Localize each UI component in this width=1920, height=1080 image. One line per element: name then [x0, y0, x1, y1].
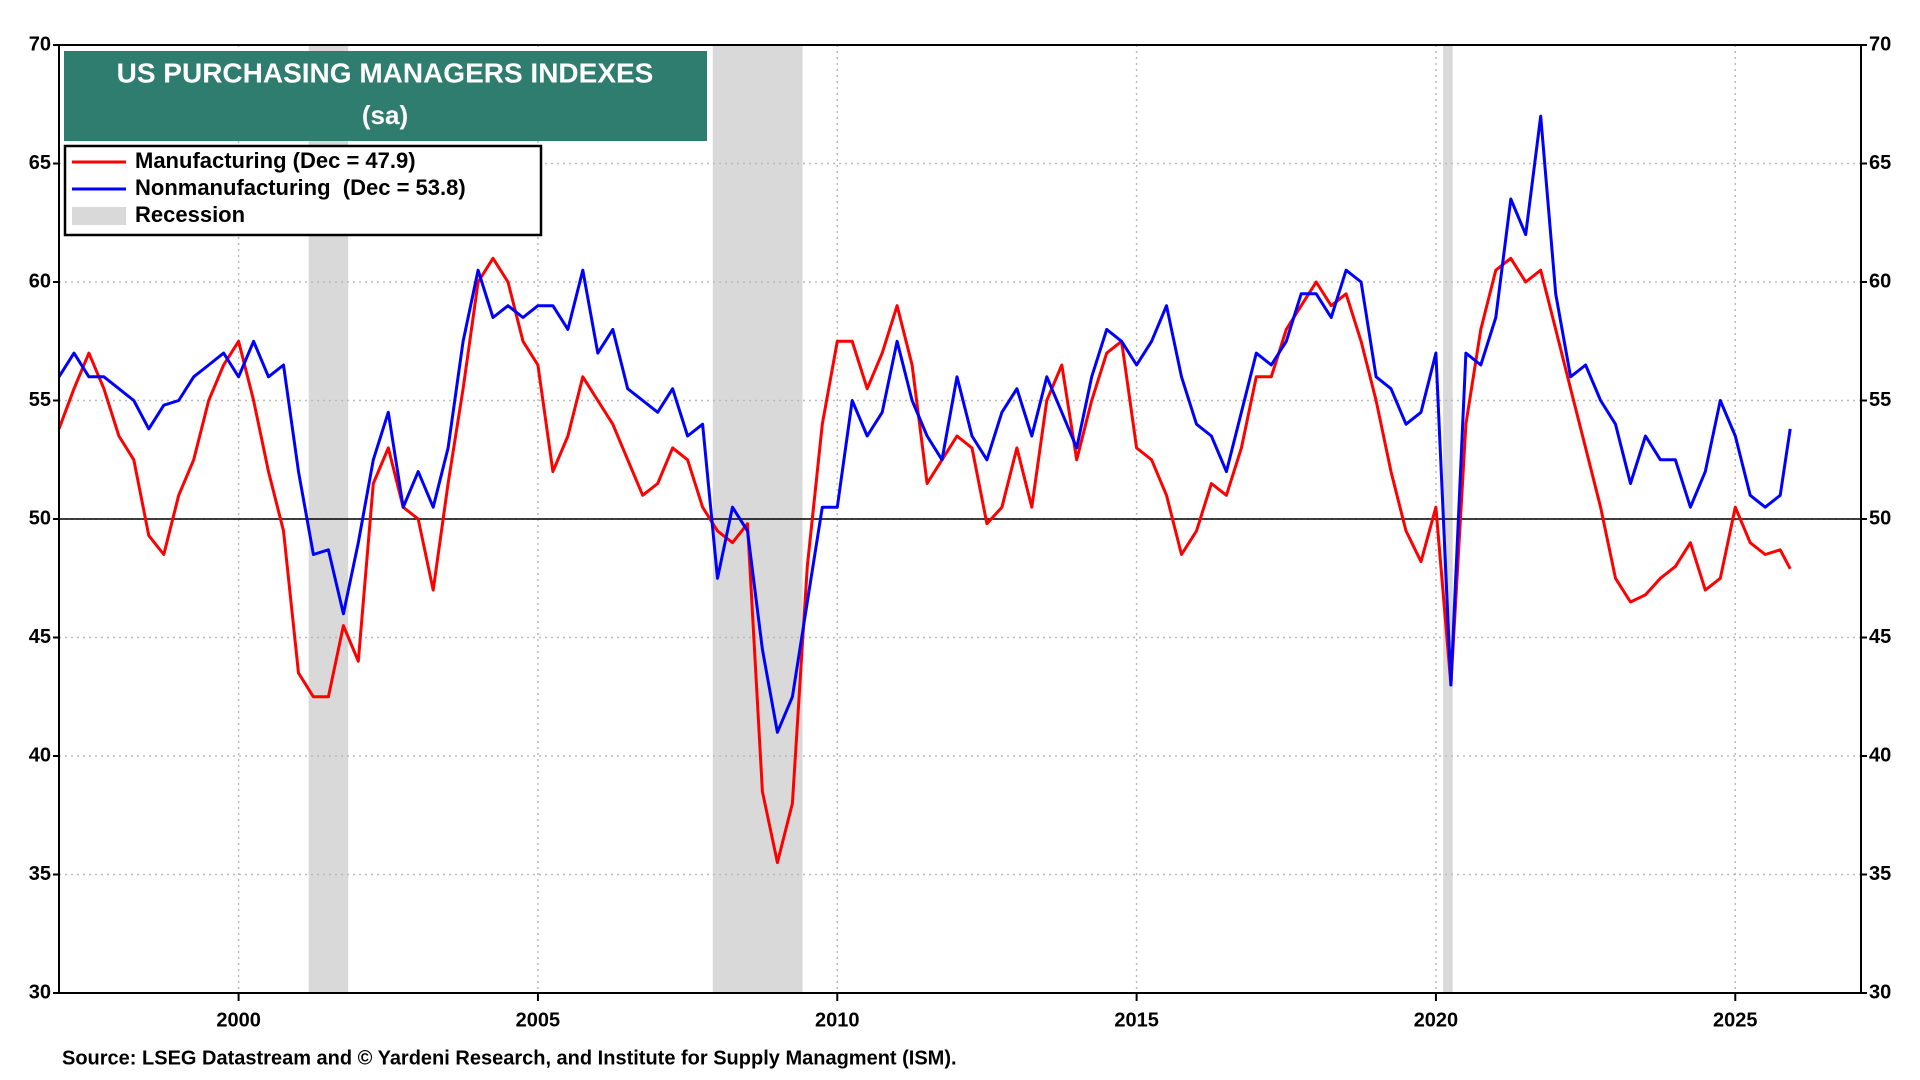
chart-subtitle: (sa)	[362, 100, 408, 130]
x-tick-label: 2005	[516, 1009, 561, 1031]
legend-box	[63, 144, 543, 237]
y-tick-label: 65	[29, 152, 51, 174]
x-tick-label: 2015	[1114, 1009, 1159, 1031]
y2-tick-label: 60	[1869, 270, 1891, 292]
source-note: Source: LSEG Datastream and © Yardeni Re…	[62, 1047, 957, 1069]
x-tick-label: 2010	[815, 1009, 860, 1031]
legend-swatch	[72, 207, 126, 225]
y2-tick-label: 35	[1869, 863, 1891, 885]
y-tick-label: 45	[29, 626, 51, 648]
y-tick-label: 40	[29, 744, 51, 766]
y2-tick-label: 70	[1869, 33, 1891, 55]
y-tick-label: 30	[29, 981, 51, 1003]
y-tick-label: 60	[29, 270, 51, 292]
series-line	[57, 256, 1792, 865]
y-tick-label: 35	[29, 863, 51, 885]
y2-tick-label: 55	[1869, 389, 1891, 411]
y2-tick-label: 50	[1869, 507, 1891, 529]
y2-tick-label: 30	[1869, 981, 1891, 1003]
y2-tick-label: 45	[1869, 626, 1891, 648]
y-tick-label: 50	[29, 507, 51, 529]
x-tick-label: 2025	[1713, 1009, 1758, 1031]
series-line	[57, 114, 1792, 734]
y-tick-label: 55	[29, 389, 51, 411]
legend-label: Manufacturing (Dec = 47.9)	[135, 148, 416, 173]
x-tick-label: 2000	[216, 1009, 261, 1031]
title-box	[64, 51, 707, 141]
chart-title: US PURCHASING MANAGERS INDEXES	[117, 57, 654, 88]
legend-label: Nonmanufacturing (Dec = 53.8)	[135, 175, 466, 200]
legend-label: Recession	[135, 202, 245, 227]
x-tick-label: 2020	[1414, 1009, 1459, 1031]
y2-tick-label: 40	[1869, 744, 1891, 766]
y2-tick-label: 65	[1869, 152, 1891, 174]
y-tick-label: 70	[29, 33, 51, 55]
